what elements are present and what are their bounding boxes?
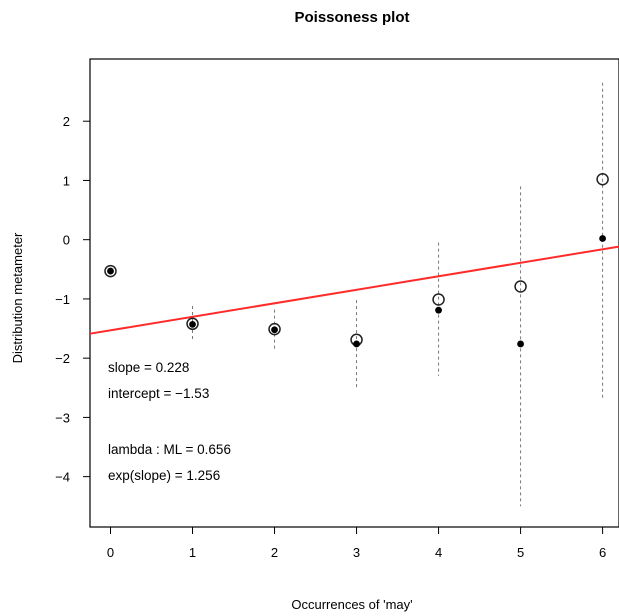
y-axis: 2 1 0 −1 −2 −3 −4 [55, 114, 90, 485]
open-circle-point [596, 173, 609, 186]
filled-dot-point [271, 326, 278, 334]
fit-line-group [89, 245, 619, 335]
x-tick-label: 5 [517, 545, 524, 560]
open-circle-point [514, 280, 527, 293]
open-circle-point [268, 322, 281, 336]
plot-frame [89, 58, 619, 528]
y-tick-label: −2 [55, 351, 70, 366]
confidence-intervals [192, 82, 604, 507]
intercept-annotation: intercept = −1.53 [108, 386, 209, 401]
data-points [104, 173, 609, 348]
chart-title: Poissoness plot [294, 9, 409, 26]
x-axis-label: Occurrences of 'may' [291, 597, 412, 612]
y-tick-label: 0 [63, 233, 70, 248]
x-tick-label: 4 [435, 545, 442, 560]
open-circle-point [104, 264, 117, 278]
exp-slope-annotation: exp(slope) = 1.256 [108, 468, 220, 483]
y-tick-label: 1 [63, 173, 70, 188]
x-axis: 0 1 2 3 4 5 6 [107, 527, 606, 560]
filled-dot-point [517, 340, 524, 348]
y-tick-label: 2 [63, 114, 70, 129]
y-tick-label: −3 [55, 410, 70, 425]
x-tick-label: 2 [271, 545, 278, 560]
y-tick-label: −4 [55, 470, 70, 485]
fit-line [89, 245, 619, 335]
filled-dot-point [189, 320, 196, 328]
x-tick-label: 0 [107, 545, 114, 560]
filled-dot-point [107, 267, 114, 275]
x-tick-label: 3 [353, 545, 360, 560]
y-axis-label: Distribution metameter [10, 232, 25, 363]
filled-dot-point [599, 235, 606, 242]
filled-dot-point [353, 340, 360, 348]
open-circle-point [186, 317, 199, 331]
lambda-annotation: lambda : ML = 0.656 [108, 442, 231, 457]
filled-dot-point [435, 306, 442, 314]
x-tick-label: 1 [189, 545, 196, 560]
x-tick-label: 6 [599, 545, 606, 560]
open-circle-point [432, 293, 445, 306]
slope-annotation: slope = 0.228 [108, 360, 189, 375]
y-tick-label: −1 [55, 292, 70, 307]
